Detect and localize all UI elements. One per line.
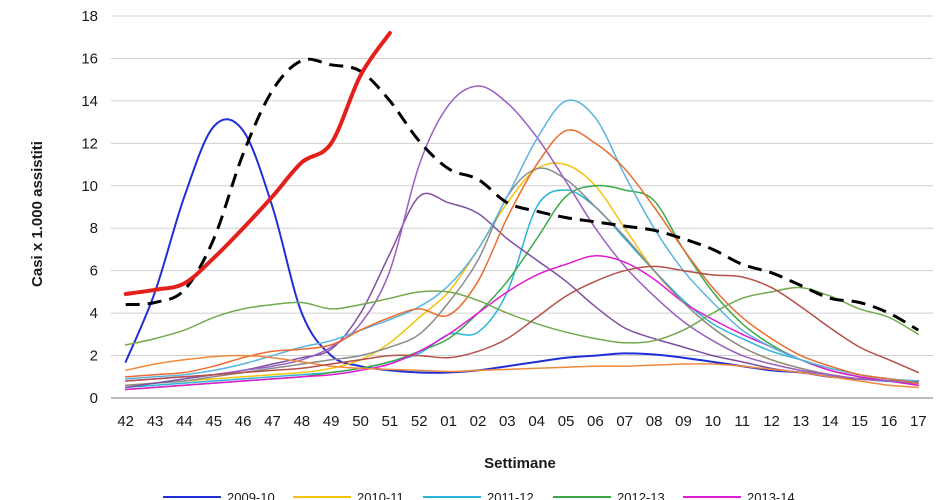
legend-label: 2009-10 xyxy=(227,490,275,500)
legend-item-2010-11: 2010-11 xyxy=(293,490,404,500)
legend-item-2012-13: 2012-13 xyxy=(553,490,665,500)
x-tick-label: 52 xyxy=(411,413,428,430)
series-line-2020-21 xyxy=(124,286,920,346)
x-tick-label: 47 xyxy=(264,413,281,430)
x-tick-label: 12 xyxy=(763,413,780,430)
x-tick-label: 06 xyxy=(587,413,604,430)
series-line-2014-15 xyxy=(124,167,920,387)
y-tick-label: 6 xyxy=(90,263,98,280)
grid-lines xyxy=(111,15,933,357)
legend-label: 2013-14 xyxy=(747,490,795,500)
series-line-2009-10 xyxy=(124,118,920,383)
series-line-2010-11 xyxy=(124,162,920,387)
x-tick-label: 16 xyxy=(881,413,898,430)
x-axis-title: Settimane xyxy=(484,455,556,472)
y-tick-label: 14 xyxy=(81,93,98,110)
x-tick-label: 10 xyxy=(704,413,721,430)
x-tick-label: 01 xyxy=(440,413,457,430)
series-line-2021-22 xyxy=(124,265,920,382)
x-tick-label: 43 xyxy=(147,413,164,430)
x-tick-label: 49 xyxy=(323,413,340,430)
y-tick-label: 16 xyxy=(81,50,98,67)
y-tick-label: 4 xyxy=(90,305,98,322)
y-tick-label: 2 xyxy=(90,348,98,365)
x-tick-label: 05 xyxy=(558,413,575,430)
y-tick-label: 18 xyxy=(81,8,98,25)
x-tick-label: 04 xyxy=(528,413,545,430)
series-line-2018-19 xyxy=(124,129,920,384)
x-tick-label: 14 xyxy=(822,413,839,430)
legend: 2009-10 2010-11 2011-12 2012-13 2013-14 xyxy=(163,490,795,500)
legend-item-2013-14: 2013-14 xyxy=(683,490,795,500)
series-line-2011-12 xyxy=(124,189,920,389)
y-tick-label: 12 xyxy=(81,135,98,152)
x-tick-label: 44 xyxy=(176,413,193,430)
x-tick-label: 13 xyxy=(793,413,810,430)
legend-item-2011-12: 2011-12 xyxy=(423,490,534,500)
x-tick-label: 02 xyxy=(470,413,487,430)
x-tick-label: 09 xyxy=(675,413,692,430)
series-line-2022-23 xyxy=(125,57,920,332)
x-tick-label: 11 xyxy=(734,413,750,430)
x-tick-label: 46 xyxy=(235,413,252,430)
series-line-2016-17 xyxy=(124,85,920,384)
x-tick-label: 51 xyxy=(382,413,399,430)
x-axis-ticks: 42 43 44 45 46 47 48 49 50 51 52 01 02 03 04 05 06 07 08 09… xyxy=(117,413,926,430)
x-tick-label: 07 xyxy=(616,413,633,430)
y-tick-label: 0 xyxy=(90,390,98,407)
legend-label: 2011-12 xyxy=(487,490,534,500)
series-line-2023-24 xyxy=(123,31,392,296)
y-tick-label: 10 xyxy=(81,178,98,195)
x-tick-label: 48 xyxy=(293,413,310,430)
legend-label: 2012-13 xyxy=(617,490,665,500)
series-line-2017-18 xyxy=(124,99,920,382)
x-tick-label: 03 xyxy=(499,413,516,430)
y-axis-ticks: 0 2 4 6 8 10 12 14 16 18 xyxy=(81,8,98,407)
legend-item-2009-10: 2009-10 xyxy=(163,490,275,500)
y-axis-title: Casi x 1.000 assistiti xyxy=(29,141,46,287)
x-tick-label: 15 xyxy=(851,413,868,430)
x-tick-label: 45 xyxy=(205,413,222,430)
series-line-2019-20 xyxy=(124,354,920,389)
x-tick-label: 17 xyxy=(910,413,927,430)
x-tick-label: 50 xyxy=(352,413,369,430)
series-line-2015-16 xyxy=(124,192,920,389)
y-tick-label: 8 xyxy=(90,220,98,237)
series-lines xyxy=(123,31,920,391)
legend-label: 2010-11 xyxy=(357,490,404,500)
x-tick-label: 42 xyxy=(117,413,134,430)
x-tick-label: 08 xyxy=(646,413,663,430)
